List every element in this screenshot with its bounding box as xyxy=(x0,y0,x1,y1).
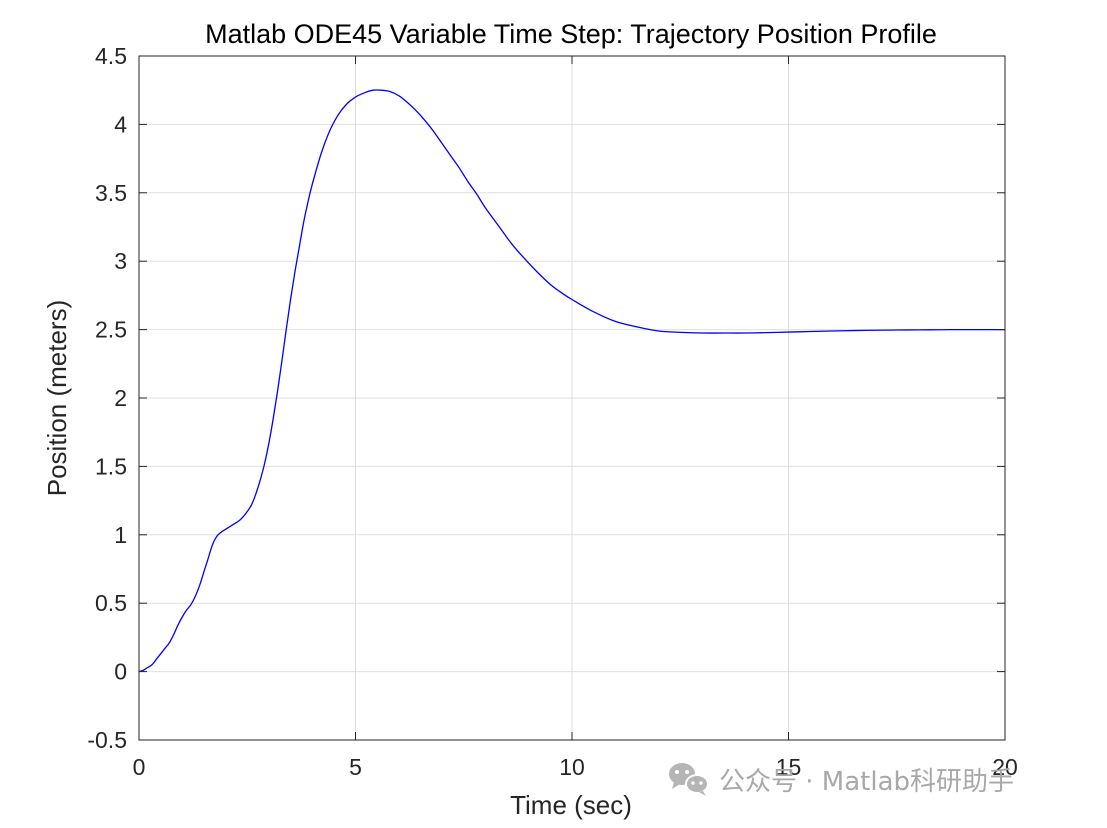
y-tick-label: 0 xyxy=(114,659,127,685)
y-tick-label: 2.5 xyxy=(95,317,127,343)
y-tick-label: 0.5 xyxy=(95,590,127,616)
y-axis-label: Position (meters) xyxy=(42,300,72,497)
x-tick-label: 20 xyxy=(992,754,1018,780)
position-series-line xyxy=(138,89,1005,673)
y-tick-label: 4.5 xyxy=(95,43,127,69)
wechat-icon xyxy=(669,763,709,796)
x-axis-label: Time (sec) xyxy=(510,790,632,820)
chart-title: Matlab ODE45 Variable Time Step: Traject… xyxy=(205,19,937,49)
x-tick-label: 10 xyxy=(559,754,585,780)
y-tick-label: 1 xyxy=(114,522,127,548)
x-tick-label: 15 xyxy=(776,754,802,780)
y-tick-label: 3 xyxy=(114,248,127,274)
tick-marks xyxy=(138,55,1006,741)
y-tick-label: 1.5 xyxy=(95,453,127,479)
y-tick-label: 3.5 xyxy=(95,180,127,206)
y-tick-labels: -0.5 0 0.5 1 1.5 2 2.5 3 3.5 4 4.5 xyxy=(87,43,127,753)
y-tick-label: 4 xyxy=(114,111,127,137)
x-tick-label: 5 xyxy=(349,754,362,780)
x-tick-labels: 0 5 10 15 20 xyxy=(133,754,1018,780)
watermark: 公众号 · Matlab科研助手 xyxy=(669,763,1014,797)
x-tick-label: 0 xyxy=(133,754,146,780)
watermark-text: 公众号 · Matlab科研助手 xyxy=(719,767,1014,797)
y-tick-label: 2 xyxy=(114,385,127,411)
y-tick-label: -0.5 xyxy=(87,727,127,753)
